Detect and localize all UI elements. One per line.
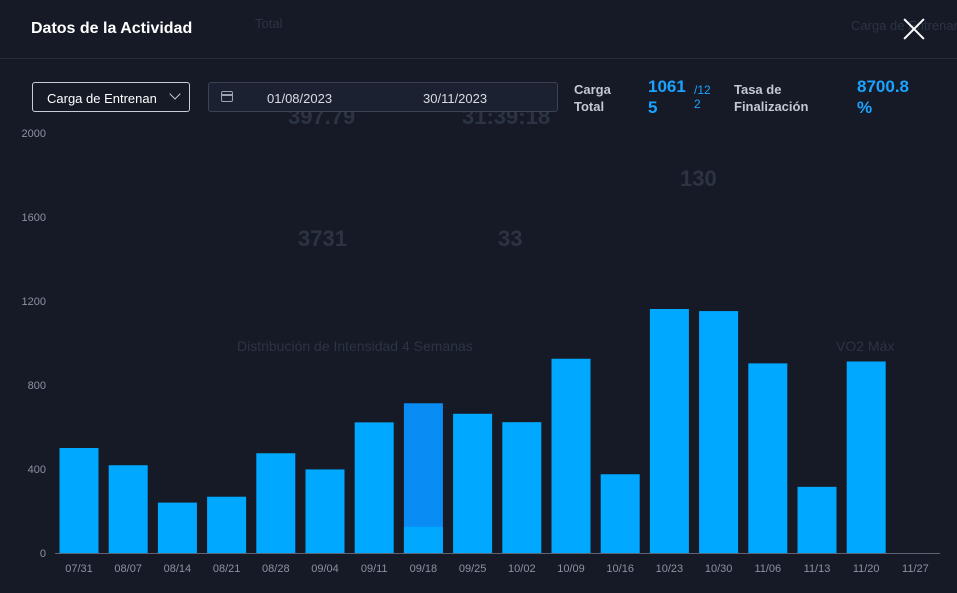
x-tick-label: 11/06 xyxy=(754,563,781,575)
bar-09-04[interactable] xyxy=(305,469,345,553)
bar-10-16[interactable] xyxy=(600,474,640,553)
bar-11-20[interactable] xyxy=(846,361,886,553)
bar-11-06[interactable] xyxy=(748,363,788,553)
y-tick-label: 1200 xyxy=(22,296,46,308)
chevron-down-icon xyxy=(169,88,181,100)
x-tick-label: 11/13 xyxy=(804,563,831,575)
date-end[interactable]: 30/11/2023 xyxy=(423,91,488,106)
bar-07-31[interactable] xyxy=(59,448,99,553)
total-load-target-line2: 2 xyxy=(694,97,701,111)
x-tick-label: 10/30 xyxy=(705,563,733,575)
bar-10-30[interactable] xyxy=(699,311,739,553)
x-tick-label: 11/27 xyxy=(902,563,929,575)
total-load-value-line1: 1061 xyxy=(648,77,686,96)
x-tick-label: 07/31 xyxy=(65,563,93,575)
modal-header: Datos de la Actividad xyxy=(0,0,957,59)
completion-rate-label: Tasa de Finalización xyxy=(734,81,808,115)
total-load-value-line2: 5 xyxy=(648,98,658,117)
modal-title: Datos de la Actividad xyxy=(31,20,193,37)
bar-11-13[interactable] xyxy=(797,486,837,553)
calendar-icon xyxy=(221,91,233,102)
bar-09-25[interactable] xyxy=(453,413,493,553)
y-tick-label: 1600 xyxy=(22,212,46,224)
x-tick-label: 10/09 xyxy=(557,563,585,575)
x-tick-label: 10/02 xyxy=(508,563,536,575)
x-tick-label: 08/07 xyxy=(114,563,142,575)
metric-select-value: Carga de Entrenan xyxy=(47,91,157,106)
completion-label-line1: Tasa de xyxy=(734,82,782,97)
x-tick-label: 10/16 xyxy=(606,563,634,575)
x-tick-label: 08/28 xyxy=(262,563,290,575)
x-tick-label: 11/20 xyxy=(853,563,880,575)
total-load-target-line1: /12 xyxy=(694,83,711,97)
y-tick-label: 800 xyxy=(28,380,46,392)
bar-10-02[interactable] xyxy=(502,422,542,553)
x-tick-label: 09/18 xyxy=(410,563,438,575)
bar-10-23[interactable] xyxy=(649,308,689,553)
close-icon[interactable] xyxy=(902,17,926,41)
bar-08-28[interactable] xyxy=(256,453,296,553)
completion-value-line2: % xyxy=(857,98,873,117)
bar-10-09[interactable] xyxy=(551,358,591,553)
bar-08-21[interactable] xyxy=(207,496,247,553)
completion-value-line1: 8700.8 xyxy=(857,77,909,96)
bar-09-11[interactable] xyxy=(354,422,394,553)
bar-08-14[interactable] xyxy=(157,502,197,553)
training-load-bar-chart: 0 400 800 1200 1600 2000 07/31 08/07 08/14 08/21 0… xyxy=(22,128,940,575)
bar-segment-09-18[interactable] xyxy=(403,526,443,553)
x-tick-label: 09/04 xyxy=(311,563,339,575)
y-tick-label: 2000 xyxy=(22,128,46,140)
x-tick-label: 09/11 xyxy=(361,563,388,575)
total-load-label-line1: Carga xyxy=(574,82,611,97)
total-load-label: Carga Total xyxy=(574,81,611,115)
x-tick-label: 10/23 xyxy=(656,563,684,575)
date-range-picker[interactable]: 01/08/2023 30/11/2023 xyxy=(208,82,558,112)
completion-label-line2: Finalización xyxy=(734,99,809,114)
date-start[interactable]: 01/08/2023 xyxy=(267,91,333,106)
y-tick-label: 0 xyxy=(40,548,46,560)
total-load-label-line2: Total xyxy=(574,99,605,114)
x-tick-label: 09/25 xyxy=(459,563,487,575)
metric-select[interactable]: Carga de Entrenan xyxy=(32,82,190,112)
x-tick-label: 08/21 xyxy=(213,563,241,575)
x-tick-label: 08/14 xyxy=(164,563,192,575)
bar-08-07[interactable] xyxy=(108,465,148,553)
y-tick-label: 400 xyxy=(28,464,46,476)
